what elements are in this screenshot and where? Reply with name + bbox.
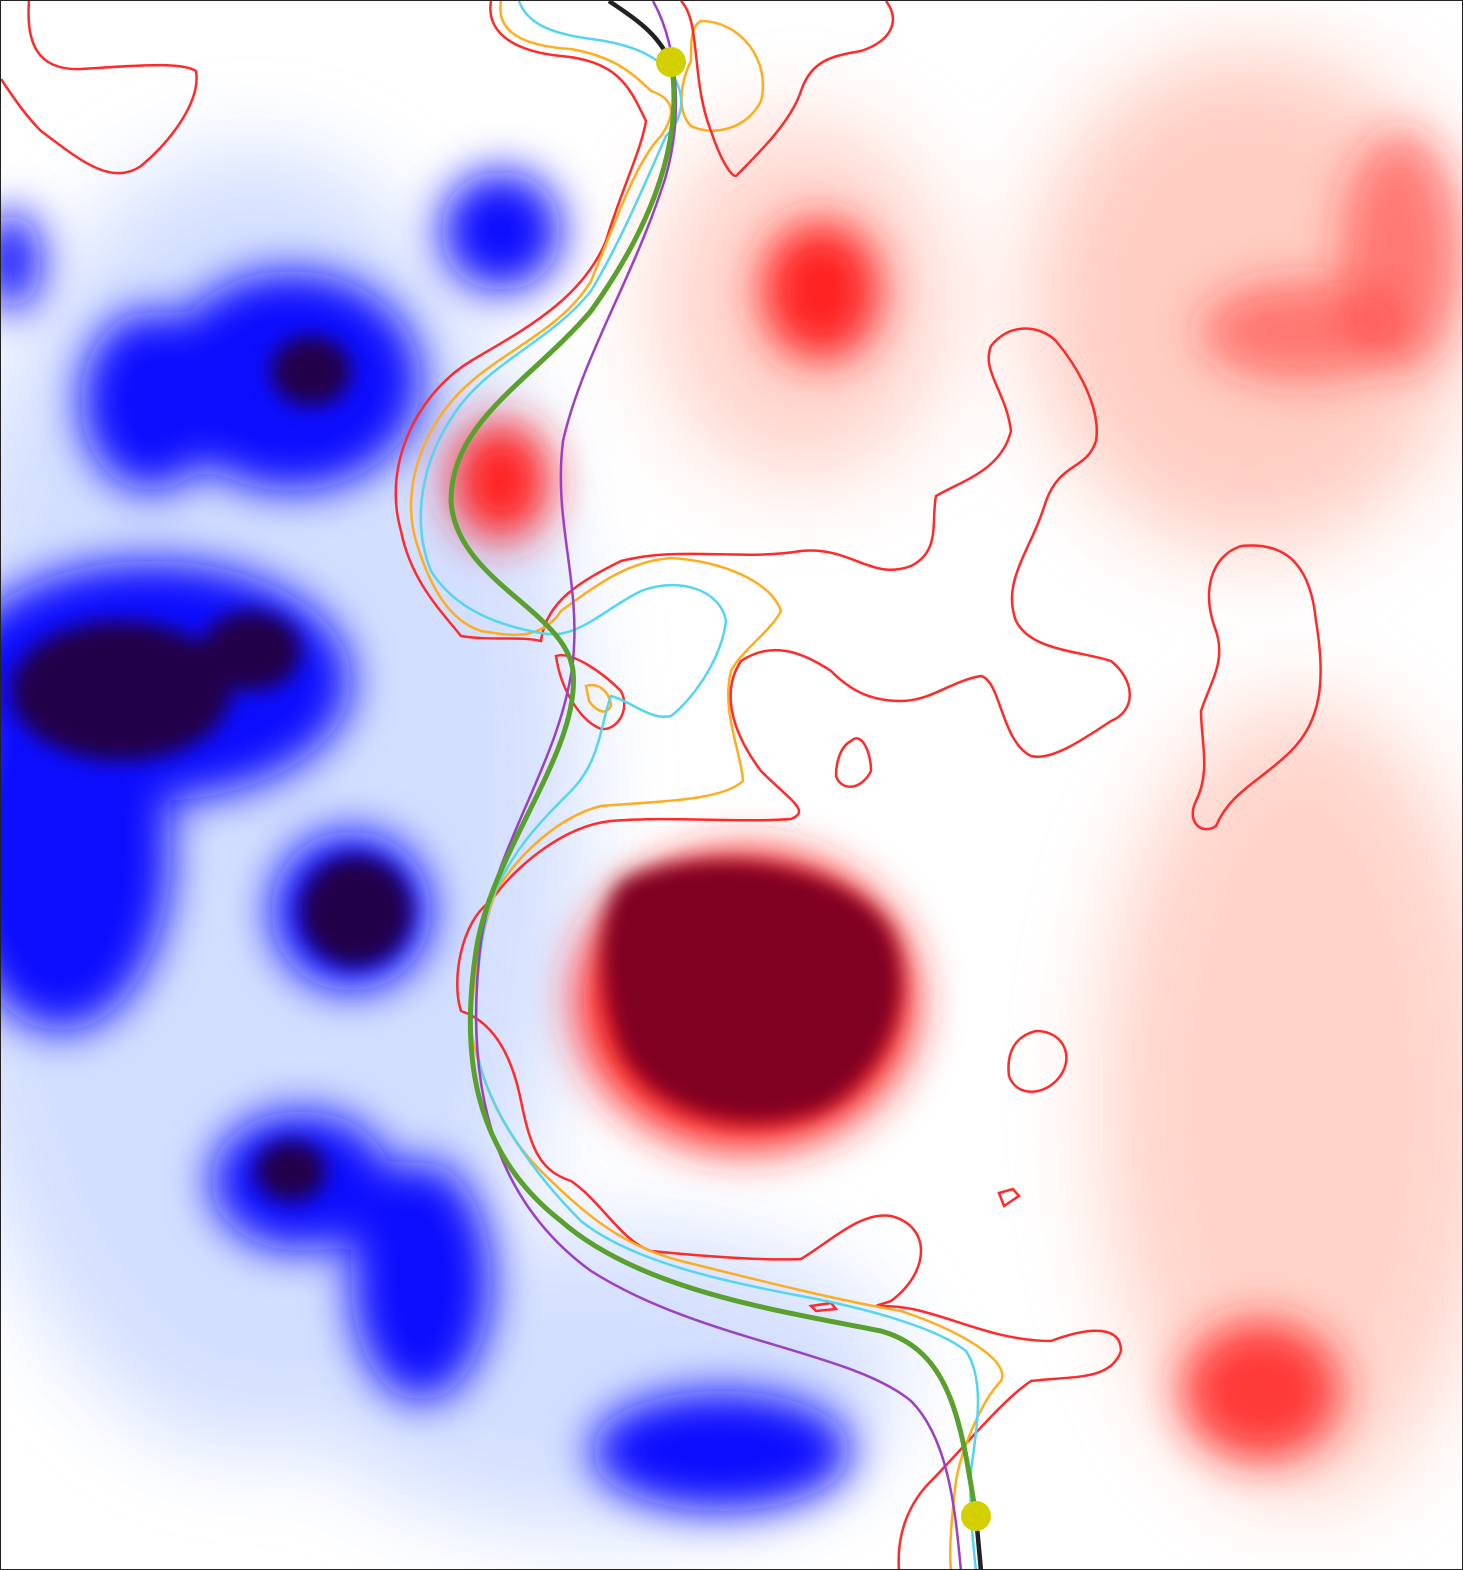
contours-red bbox=[1, 1, 1322, 1569]
end-point bbox=[961, 1501, 991, 1531]
path-green bbox=[448, 60, 979, 1517]
path-purple bbox=[474, 1, 963, 1569]
start-point bbox=[656, 47, 686, 77]
contours-orange bbox=[409, 1, 1004, 1569]
contours-cyan bbox=[419, 1, 980, 1569]
